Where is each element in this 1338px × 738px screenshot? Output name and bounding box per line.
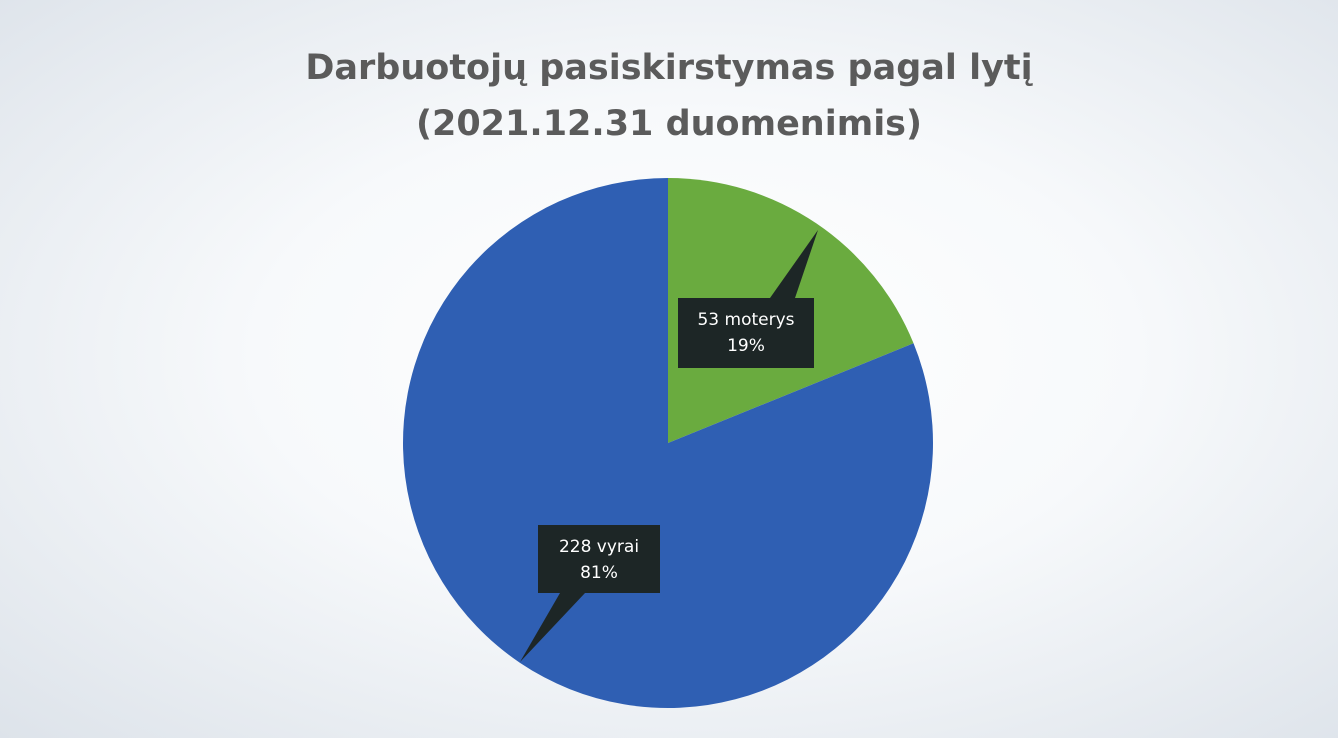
- label-box: [678, 298, 814, 368]
- pie-slice: [402, 178, 933, 708]
- data-label: 53 moterys: [697, 310, 794, 330]
- data-label-category: vyrai: [597, 537, 639, 557]
- label-box: [538, 525, 660, 593]
- data-label-percent: 19%: [727, 336, 765, 356]
- label-callout: [520, 593, 585, 662]
- data-label-percent: 81%: [580, 563, 618, 583]
- data-label-category: moterys: [725, 310, 795, 330]
- data-label-value: 53: [697, 310, 719, 330]
- label-callout: [770, 230, 818, 298]
- data-label: 228 vyrai: [559, 537, 639, 557]
- chart-title: Darbuotojų pasiskirstymas pagal lytį (20…: [305, 48, 1033, 144]
- data-label-value: 228: [559, 537, 591, 557]
